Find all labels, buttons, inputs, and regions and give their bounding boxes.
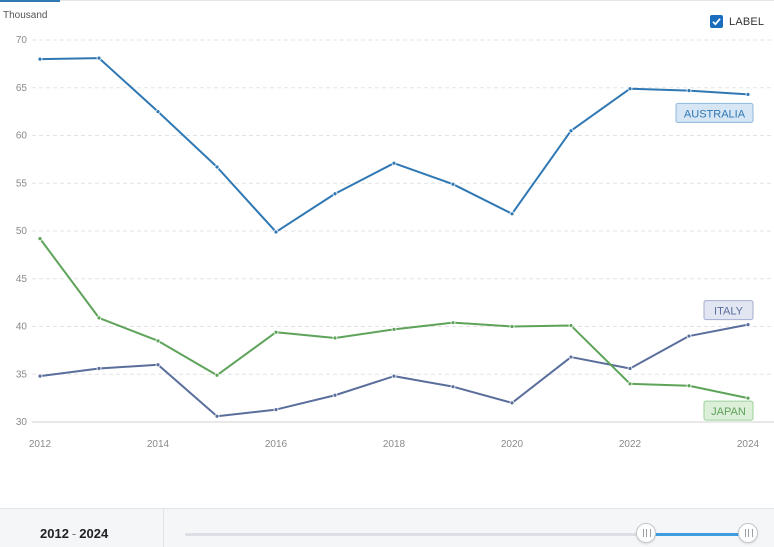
y-axis-unit-label: Thousand	[3, 10, 48, 21]
data-point	[509, 400, 515, 406]
range-separator: -	[71, 526, 77, 541]
data-point	[450, 181, 456, 187]
data-point	[568, 354, 574, 360]
y-tick-label: 45	[16, 274, 28, 285]
data-point	[332, 392, 338, 398]
series-label: ITALY	[714, 306, 744, 318]
y-tick-label: 30	[16, 417, 28, 428]
data-point	[273, 329, 279, 335]
data-point	[450, 384, 456, 390]
range-slider-start-handle[interactable]	[636, 523, 656, 543]
data-point	[37, 56, 43, 62]
data-point	[332, 191, 338, 197]
data-point	[391, 160, 397, 166]
data-point	[214, 164, 220, 170]
data-point	[745, 92, 751, 97]
range-slider-track[interactable]	[185, 533, 750, 536]
data-point	[214, 413, 220, 419]
x-tick-label: 2016	[265, 439, 288, 450]
data-point	[155, 109, 161, 115]
data-point	[155, 362, 161, 368]
series-label-box	[703, 400, 754, 421]
data-point	[273, 229, 279, 235]
active-tab-indicator	[0, 0, 60, 2]
data-point	[96, 315, 102, 321]
data-point	[450, 320, 456, 326]
y-tick-label: 65	[16, 83, 28, 94]
data-point	[627, 86, 633, 92]
series-label: JAPAN	[711, 406, 746, 418]
x-tick-label: 2018	[383, 439, 406, 450]
y-tick-label: 55	[16, 178, 28, 189]
time-range-footer: 2012-2024	[0, 508, 774, 547]
series-label-box	[675, 102, 754, 123]
data-point	[568, 323, 574, 328]
footer-divider	[163, 509, 164, 547]
y-tick-label: 35	[16, 369, 28, 380]
top-border	[0, 0, 774, 2]
range-slider-fill	[646, 533, 748, 536]
series-label: AUSTRALIA	[684, 108, 746, 120]
range-end: 2024	[79, 526, 109, 541]
series-line-italy	[39, 323, 749, 418]
x-tick-label: 2022	[619, 439, 642, 450]
data-point	[745, 322, 751, 327]
data-point	[332, 335, 338, 341]
data-point	[509, 211, 515, 217]
x-tick-label: 2020	[501, 439, 524, 450]
y-tick-label: 40	[16, 322, 28, 333]
series-line-australia	[39, 57, 749, 233]
data-point	[391, 326, 397, 332]
y-tick-label: 50	[16, 226, 28, 237]
data-point	[686, 333, 692, 339]
x-tick-label: 2024	[737, 439, 760, 450]
data-point	[155, 338, 161, 344]
label-toggle[interactable]: LABEL	[710, 15, 764, 28]
data-point	[627, 381, 633, 387]
y-tick-label: 70	[16, 35, 28, 46]
data-point	[96, 55, 102, 61]
data-point	[745, 395, 751, 401]
data-point	[568, 128, 574, 134]
data-point	[627, 366, 633, 371]
data-point	[96, 366, 102, 371]
data-point	[391, 373, 397, 379]
data-point	[686, 88, 692, 94]
data-point	[37, 236, 43, 242]
data-point	[214, 372, 220, 378]
series-label-box	[703, 300, 754, 321]
range-start: 2012	[40, 526, 69, 541]
checkbox-checked-icon[interactable]	[710, 15, 723, 28]
range-slider-end-handle[interactable]	[738, 523, 758, 543]
line-chart: 30 35 40 45 50 55 60 65 70 2012 2014 2016 2018 2020 20…	[16, 35, 774, 450]
range-readout: 2012-2024	[40, 526, 108, 541]
data-point	[509, 324, 515, 329]
data-point	[273, 407, 279, 412]
label-toggle-text: LABEL	[729, 15, 765, 28]
x-tick-label: 2012	[29, 439, 52, 450]
data-point	[686, 383, 692, 389]
x-tick-label: 2014	[147, 439, 170, 450]
data-point	[37, 373, 43, 379]
y-tick-label: 60	[16, 131, 28, 142]
